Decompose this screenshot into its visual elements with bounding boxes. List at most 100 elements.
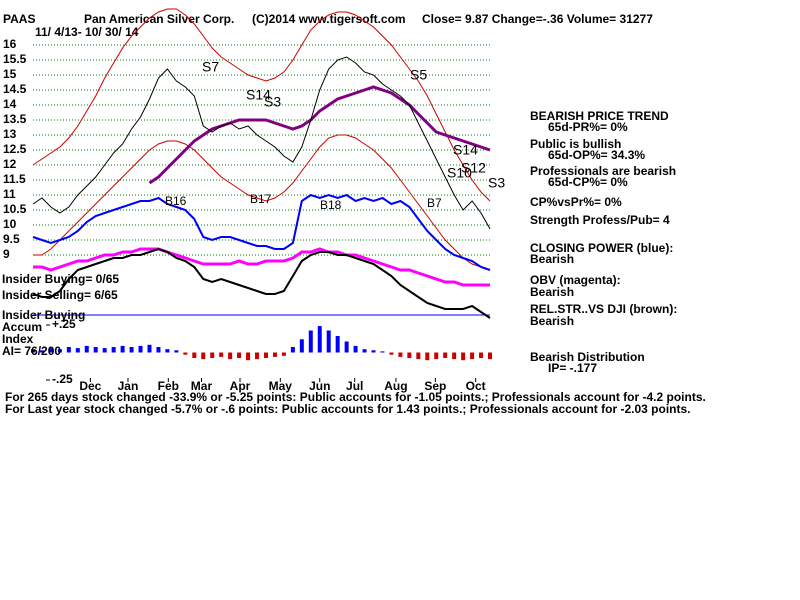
signal-label: S14: [453, 142, 478, 158]
series-line: [148, 85, 491, 185]
signal-label: B17: [250, 192, 272, 206]
accum-bar: [425, 352, 430, 361]
accum-bar: [362, 349, 367, 353]
accum-bar: [39, 350, 44, 353]
accum-bar: [129, 347, 134, 353]
source: (C)2014 www.tigersoft.com: [252, 12, 406, 26]
side-note: 65d-CP%= 0%: [548, 175, 628, 189]
accum-bar: [407, 352, 412, 358]
side-note: Bearish: [530, 314, 574, 328]
y-tick-label: 9: [3, 247, 10, 261]
accum-bar: [93, 347, 98, 353]
accum-bar: [308, 330, 313, 353]
signal-label: S10: [447, 165, 472, 181]
x-tick-label: Jul: [346, 379, 363, 393]
y-tick-label: 11.5: [3, 172, 26, 186]
accum-bar: [443, 352, 448, 358]
series-line: [32, 193, 491, 271]
signal-label: S5: [410, 67, 427, 83]
side-note: CLOSING POWER (blue):: [530, 241, 673, 255]
x-tick-label: Jan: [118, 379, 139, 393]
accum-bar: [290, 347, 295, 353]
accum-bar: [452, 352, 457, 360]
signal-label: B7: [427, 196, 442, 210]
y2-tick-label: -.25: [52, 372, 73, 386]
y-tick-label: 15: [3, 67, 17, 81]
accum-bar: [281, 352, 286, 356]
left-note: Accum: [2, 320, 42, 334]
signal-label: S12: [461, 160, 486, 176]
side-note: Bearish Distribution: [530, 350, 645, 364]
accum-bar: [353, 345, 358, 353]
x-tick-label: Mar: [191, 379, 213, 393]
series-line: [33, 247, 490, 287]
subtitle: 11/ 4/13- 10/ 30/ 14: [35, 25, 139, 39]
accum-bar: [156, 347, 161, 353]
accum-bar: [434, 352, 439, 360]
signal-label: S14: [246, 87, 271, 103]
side-note: Strength Profess/Pub= 4: [530, 213, 670, 227]
y2-tick-label: +.25: [52, 317, 76, 331]
accum-bar: [237, 352, 242, 358]
footer-note: For 265 days stock changed -33.9% or -5.…: [5, 390, 706, 404]
x-tick-label: Dec: [79, 379, 101, 393]
signal-label: S7: [202, 59, 219, 75]
accum-bar: [461, 352, 466, 361]
left-note: AI= 76/200: [2, 344, 61, 358]
accum-bar: [120, 345, 125, 353]
y-tick-label: 16: [3, 37, 17, 51]
accum-bar: [138, 345, 143, 353]
side-note: Bearish: [530, 252, 574, 266]
accum-bar: [246, 352, 251, 361]
accum-bar: [344, 341, 349, 353]
side-note: Professionals are bearish: [530, 164, 676, 178]
y-tick-label: 10: [3, 217, 17, 231]
accum-bar: [470, 352, 475, 360]
series-line: [33, 134, 491, 271]
accum-bar: [335, 336, 340, 353]
side-note: REL.STR..VS DJI (brown):: [530, 302, 677, 316]
side-note: 65d-OP%= 34.3%: [548, 148, 645, 162]
signal-label: B18: [320, 198, 342, 212]
accum-bar: [84, 345, 89, 353]
y-tick-label: 12: [3, 157, 17, 171]
accum-bar: [299, 339, 304, 353]
accum-bar: [398, 352, 403, 357]
y-tick-label: 9.5: [3, 232, 20, 246]
signal-label: S3: [264, 94, 281, 110]
y-tick-label: 13.5: [3, 112, 27, 126]
signal-label: S3: [488, 175, 505, 191]
accum-bar: [75, 348, 80, 353]
y-tick-label: 14.5: [3, 82, 27, 96]
y-tick-label: 12.5: [3, 142, 27, 156]
accum-bar: [380, 351, 385, 353]
accum-bar: [31, 349, 35, 353]
y-tick-label: 15.5: [3, 52, 27, 66]
x-tick-label: Feb: [158, 379, 179, 393]
accum-bar: [326, 330, 331, 353]
side-note: 65d-PR%= 0%: [548, 120, 628, 134]
accum-bar: [228, 352, 233, 360]
accum-bar: [210, 352, 215, 358]
y-tick-label: 14: [3, 97, 17, 111]
accum-bar: [174, 350, 179, 353]
x-tick-label: Sep: [424, 379, 446, 393]
accum-bar: [488, 352, 492, 360]
accum-bar: [111, 347, 116, 353]
accum-bar: [66, 347, 71, 353]
accum-bar: [263, 352, 268, 358]
accum-bar: [219, 352, 224, 357]
accum-bar: [147, 344, 152, 353]
accum-bar: [102, 348, 107, 353]
x-tick-label: May: [269, 379, 293, 393]
accum-bar: [317, 326, 322, 353]
side-note: BEARISH PRICE TREND: [530, 109, 669, 123]
accum-bar: [48, 348, 53, 353]
footer-note: For Last year stock changed -5.7% or -.6…: [5, 402, 690, 416]
left-note: Insider Buying= 0/65: [2, 272, 119, 286]
y-tick-label: 13: [3, 127, 17, 141]
series-line: [32, 247, 491, 319]
accum-bar: [201, 352, 206, 360]
series-line: [32, 8, 491, 202]
side-note: Public is bullish: [530, 137, 621, 151]
